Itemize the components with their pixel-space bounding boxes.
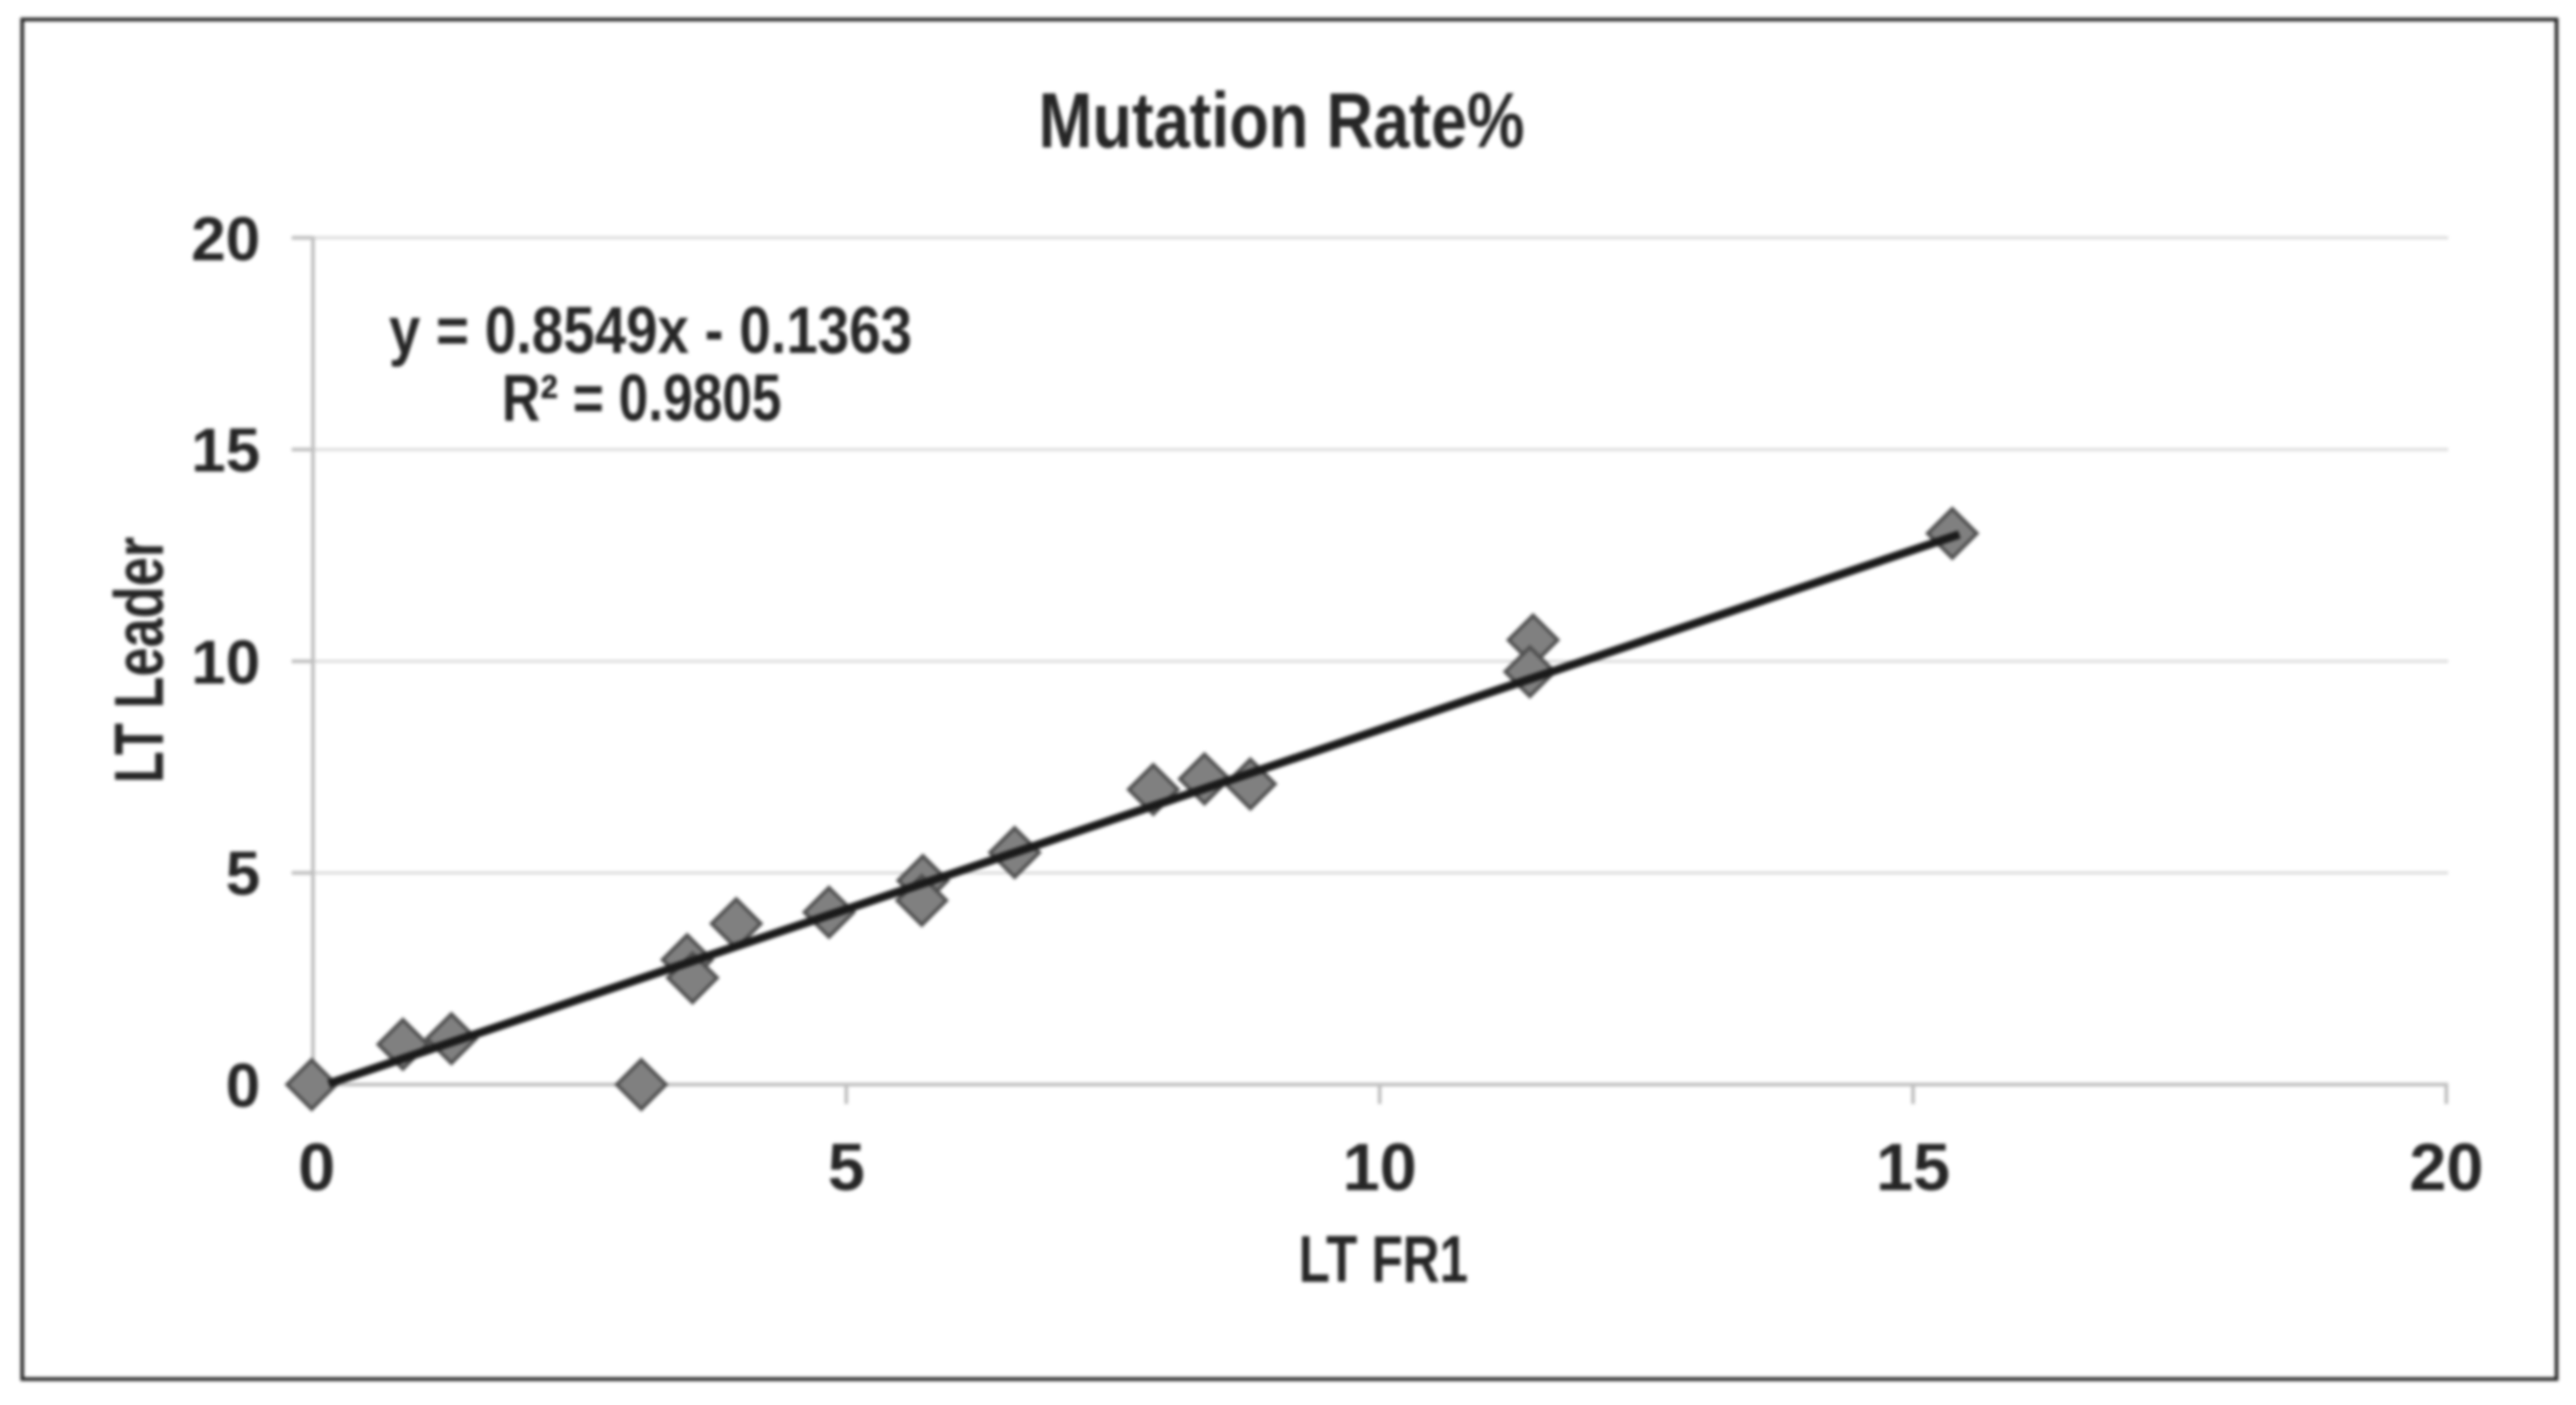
svg-text:15: 15 — [1876, 1131, 1950, 1205]
svg-text:20: 20 — [2409, 1131, 2483, 1205]
svg-text:15: 15 — [191, 416, 260, 485]
svg-text:LT Leader: LT Leader — [100, 537, 178, 784]
svg-text:Mutation Rate%: Mutation Rate% — [1039, 77, 1525, 164]
svg-text:LT FR1: LT FR1 — [1299, 1223, 1469, 1297]
svg-text:R² = 0.9805: R² = 0.9805 — [502, 362, 782, 435]
svg-text:10: 10 — [191, 628, 260, 697]
svg-text:0: 0 — [298, 1131, 335, 1205]
svg-text:5: 5 — [226, 839, 260, 909]
svg-text:5: 5 — [828, 1131, 865, 1205]
svg-text:y = 0.8549x - 0.1363: y = 0.8549x - 0.1363 — [389, 295, 912, 368]
svg-text:0: 0 — [226, 1051, 260, 1121]
svg-text:20: 20 — [191, 205, 260, 274]
svg-text:10: 10 — [1343, 1131, 1417, 1205]
